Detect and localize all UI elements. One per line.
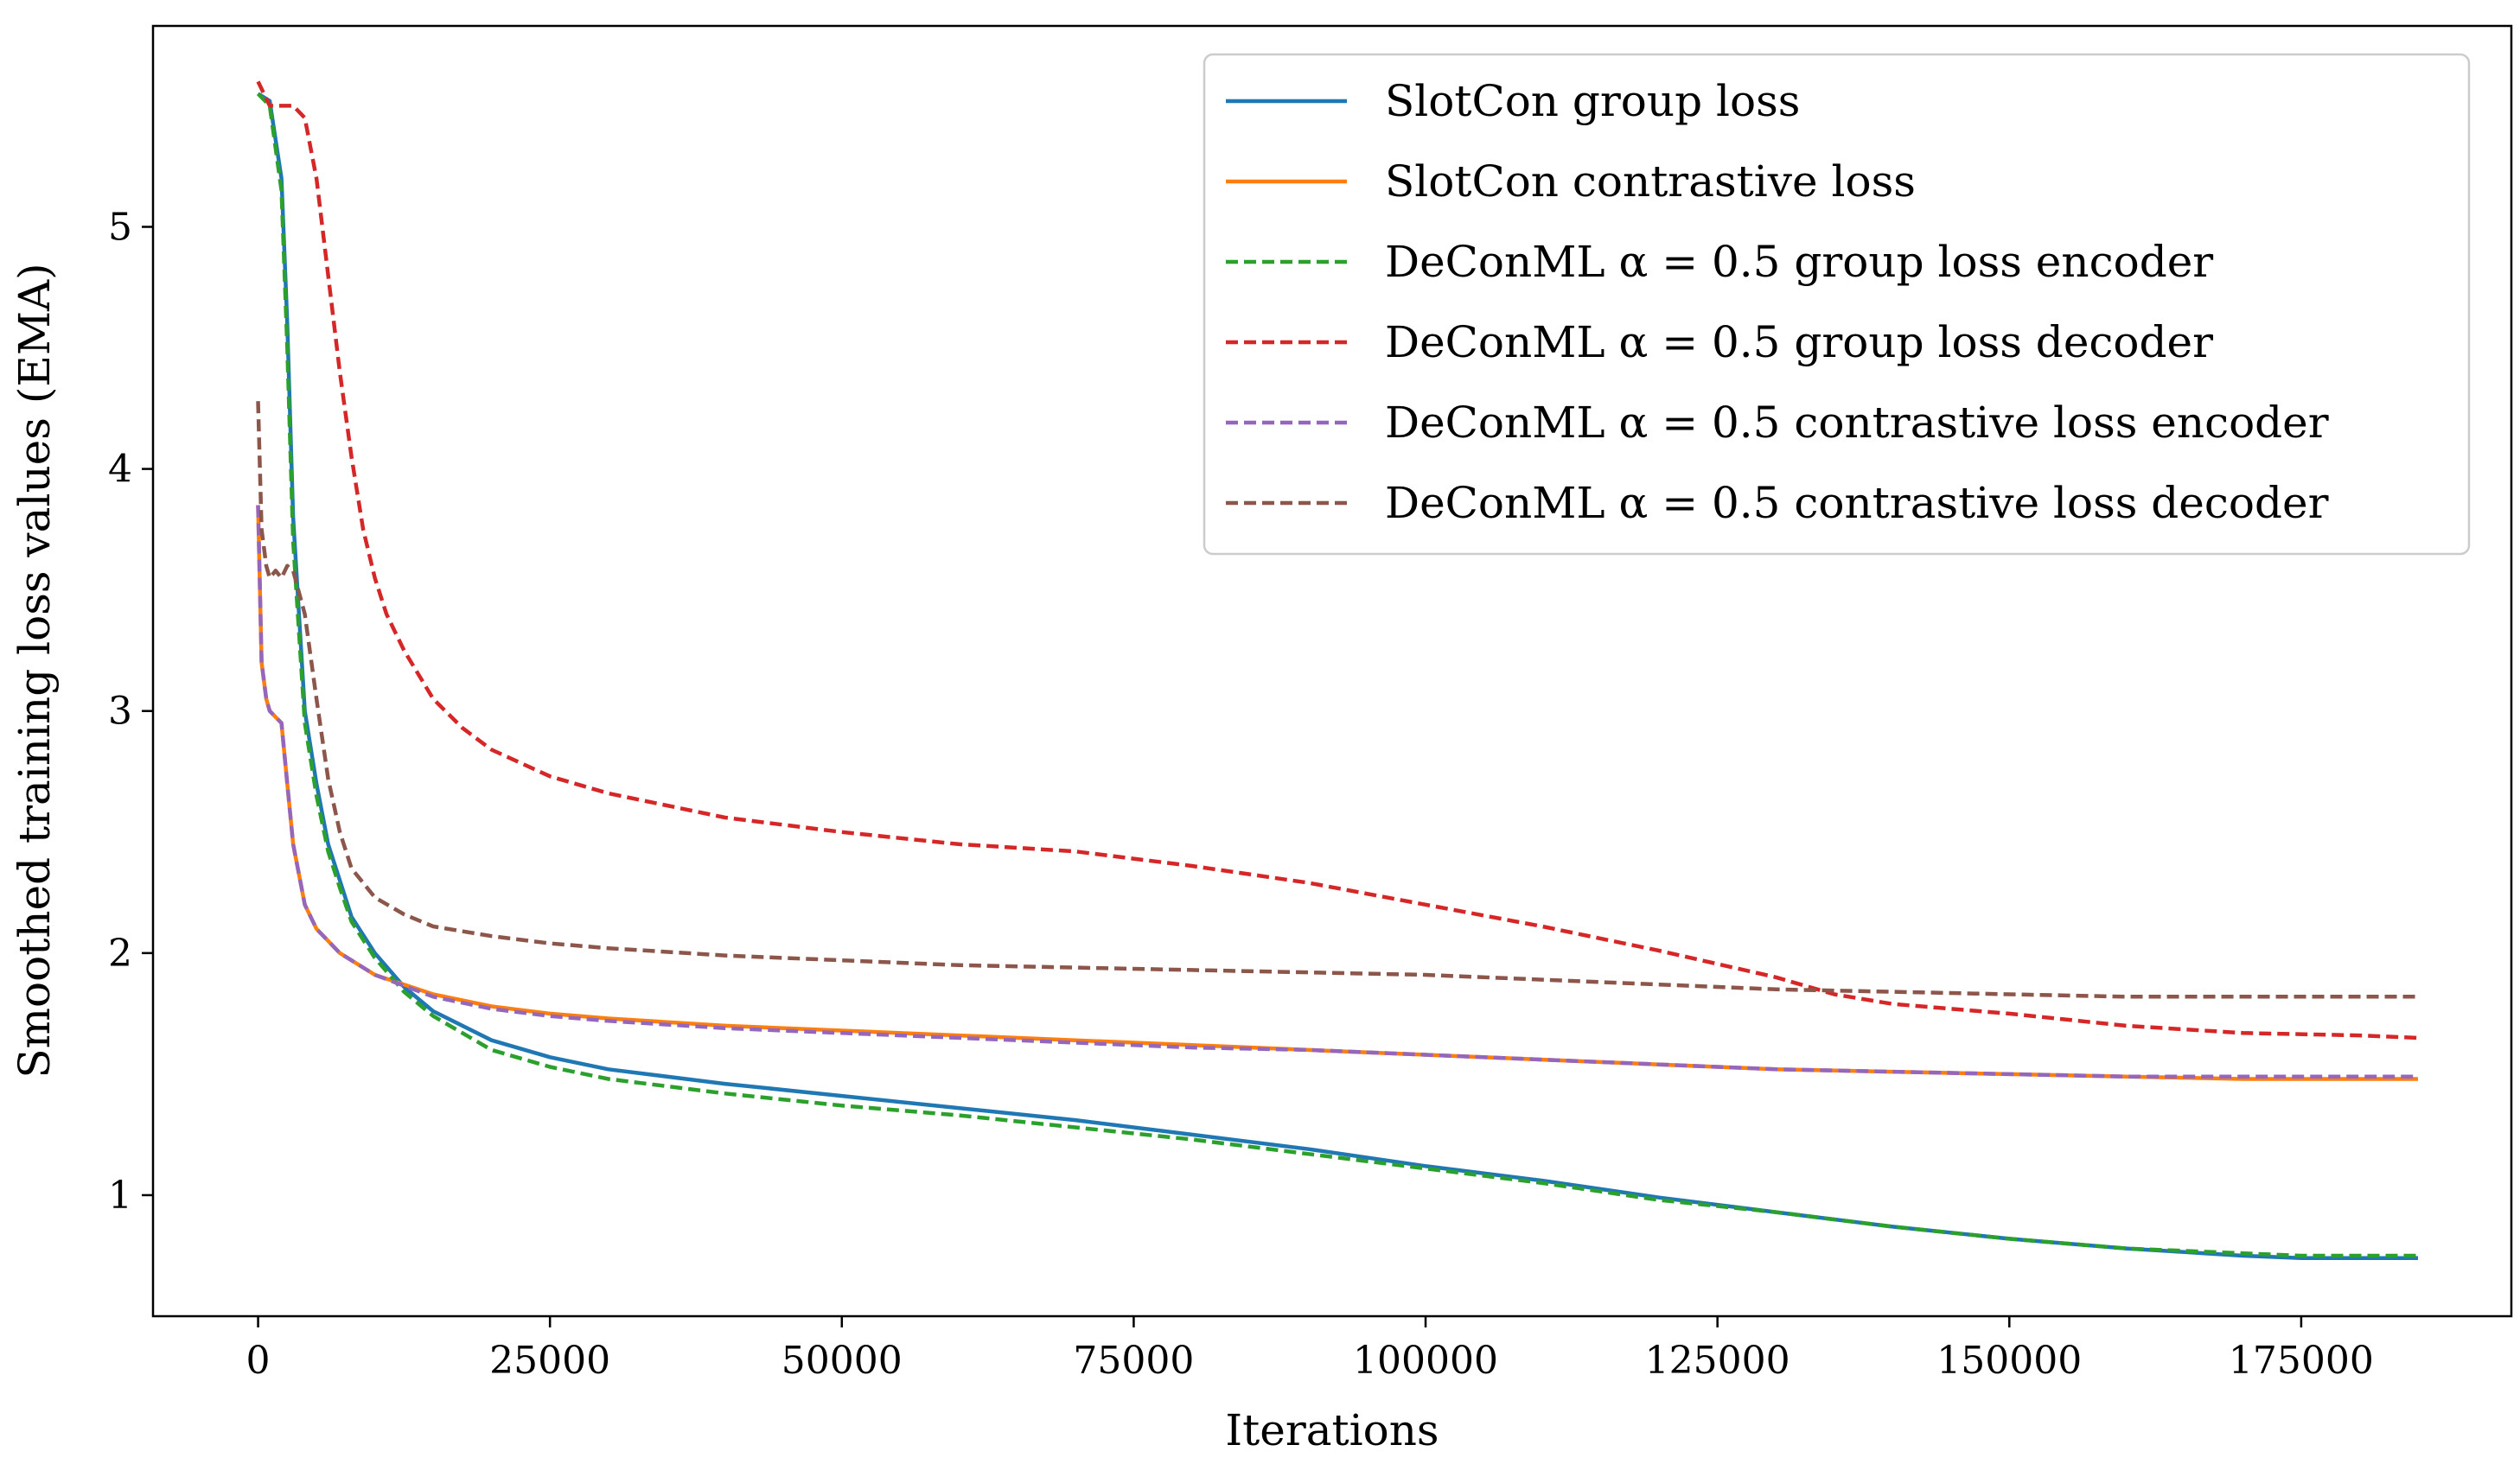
series-line-6 xyxy=(256,401,2418,999)
series-layer xyxy=(256,80,2419,1261)
y-tick-label: 3 xyxy=(108,690,132,734)
x-tick-label: 125000 xyxy=(1645,1339,1790,1383)
legend-label-1: SlotCon group loss xyxy=(1385,76,1800,126)
y-axis-title: Smoothed training loss values (EMA) xyxy=(10,263,60,1078)
y-axis: 1 2 3 4 5 xyxy=(108,205,153,1218)
y-tick-label: 1 xyxy=(108,1174,132,1218)
x-tick-label: 175000 xyxy=(2229,1339,2374,1383)
series-line-4 xyxy=(256,80,2419,1041)
x-tick-label: 50000 xyxy=(782,1339,903,1383)
y-tick-label: 2 xyxy=(108,932,132,976)
x-tick-label: 0 xyxy=(246,1339,271,1383)
x-tick-label: 100000 xyxy=(1353,1339,1498,1383)
y-tick-label: 4 xyxy=(108,448,132,492)
x-tick-label: 150000 xyxy=(1936,1339,2082,1383)
legend-items: SlotCon group loss SlotCon contrastive lo… xyxy=(1226,76,2329,528)
legend: SlotCon group loss SlotCon contrastive lo… xyxy=(1203,53,2471,556)
x-axis: 0 25000 50000 75000 100000 125000 150000 175000 xyxy=(246,1316,2374,1383)
x-tick-label: 75000 xyxy=(1073,1339,1194,1383)
legend-label-2: SlotCon contrastive loss xyxy=(1385,156,1916,207)
x-tick-label: 25000 xyxy=(489,1339,610,1383)
legend-label-4: DeConML α = 0.5 group loss decoder xyxy=(1385,317,2213,367)
series-line-3 xyxy=(256,92,2418,1258)
legend-frame xyxy=(1203,53,2471,556)
y-tick-label: 5 xyxy=(108,205,132,249)
legend-label-3: DeConML α = 0.5 group loss encoder xyxy=(1385,237,2213,287)
plot-frame xyxy=(151,24,2513,1318)
x-axis-title: Iterations xyxy=(1225,1405,1439,1455)
legend-label-6: DeConML α = 0.5 contrastive loss decoder xyxy=(1385,478,2329,528)
series-line-5 xyxy=(256,505,2418,1079)
legend-label-5: DeConML α = 0.5 contrastive loss encoder xyxy=(1385,398,2329,448)
